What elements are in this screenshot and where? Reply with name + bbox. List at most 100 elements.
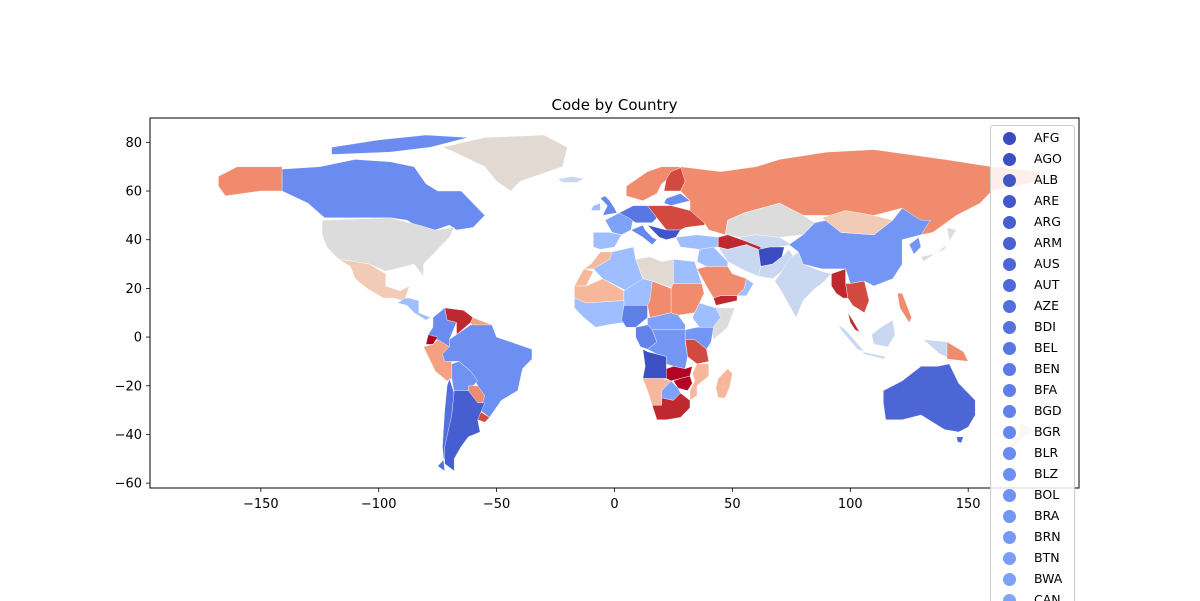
legend-item: BRA <box>991 506 1074 527</box>
region-myanmar <box>831 268 849 299</box>
legend-marker <box>1003 258 1016 271</box>
region-mongolia <box>821 210 894 236</box>
legend-label: BFA <box>1034 382 1058 397</box>
legend-item: CAN <box>991 590 1074 601</box>
region-tasmania <box>956 436 964 444</box>
legend-marker <box>1003 594 1016 601</box>
legend-label: BTN <box>1034 550 1060 565</box>
legend-marker <box>1003 237 1016 250</box>
legend-marker <box>1003 405 1016 418</box>
region-sumatra <box>837 324 866 353</box>
region-arctic-archipelago <box>331 134 469 155</box>
y-tick-label: 20 <box>125 282 142 297</box>
legend-item: BWA <box>991 569 1074 590</box>
region-japan <box>920 227 957 262</box>
region-alaska <box>218 166 283 197</box>
legend-item: BLZ <box>991 464 1074 485</box>
region-greenland <box>441 134 568 192</box>
x-tick-label: 150 <box>956 497 981 512</box>
region-java <box>861 351 887 360</box>
legend-label: AFG <box>1034 130 1060 145</box>
legend-item: ARG <box>991 212 1074 233</box>
legend-item: BGD <box>991 401 1074 422</box>
region-borneo <box>871 319 896 348</box>
legend-marker <box>1003 321 1016 334</box>
legend-label: ARE <box>1034 193 1060 208</box>
region-central-europe <box>618 205 658 223</box>
legend-item: ARM <box>991 233 1074 254</box>
legend-label: BGR <box>1034 424 1061 439</box>
region-australia <box>883 363 976 433</box>
region-nigeria <box>621 305 648 328</box>
legend-marker <box>1003 279 1016 292</box>
chart-title: Code by Country <box>552 96 678 114</box>
region-ireland <box>590 202 601 211</box>
legend-item: AZE <box>991 296 1074 317</box>
legend-label: BWA <box>1034 571 1063 586</box>
legend-marker <box>1003 300 1016 313</box>
x-axis: −150 −100 −50 0 50 100 150 <box>243 488 981 512</box>
region-oman <box>736 278 754 296</box>
region-pakistan <box>758 249 794 279</box>
legend-label: ARG <box>1034 214 1061 229</box>
legend-marker <box>1003 216 1016 229</box>
legend-marker <box>1003 384 1016 397</box>
region-philippines <box>897 293 912 323</box>
y-tick-label: 80 <box>125 136 142 151</box>
legend-marker <box>1003 363 1016 376</box>
legend-item: BLR <box>991 443 1074 464</box>
legend-item: AFG <box>991 128 1074 149</box>
region-mozambique <box>689 363 709 401</box>
region-italy <box>630 224 658 245</box>
legend-label: BLZ <box>1034 466 1059 481</box>
y-tick-label: 0 <box>134 331 142 346</box>
legend-label: ARM <box>1034 235 1063 250</box>
x-tick-label: 100 <box>838 497 863 512</box>
legend-label: AGO <box>1034 151 1062 166</box>
legend-item: BGR <box>991 422 1074 443</box>
x-tick-label: −100 <box>361 497 397 512</box>
legend-marker <box>1003 531 1016 544</box>
x-tick-label: 0 <box>610 497 618 512</box>
legend-item: BRN <box>991 527 1074 548</box>
legend-marker <box>1003 510 1016 523</box>
legend-marker <box>1003 447 1016 460</box>
region-ecuador <box>425 334 439 345</box>
region-uk <box>600 195 618 216</box>
legend-item: BEL <box>991 338 1074 359</box>
region-mexico <box>338 259 410 301</box>
region-tanzania <box>684 339 710 365</box>
region-baltics-belarus <box>663 193 691 206</box>
legend-marker <box>1003 342 1016 355</box>
region-malay-peninsula <box>847 312 861 333</box>
region-madagascar <box>715 368 733 399</box>
region-india <box>774 251 832 319</box>
legend-label: AUT <box>1034 277 1060 292</box>
x-tick-label: −150 <box>243 497 279 512</box>
legend-marker <box>1003 552 1016 565</box>
legend-marker <box>1003 153 1016 166</box>
region-south-africa <box>651 392 691 420</box>
y-tick-label: 60 <box>125 185 142 200</box>
legend-label: AZE <box>1034 298 1060 313</box>
legend-label: BLR <box>1034 445 1059 460</box>
y-tick-label: 40 <box>125 233 142 248</box>
y-tick-label: −20 <box>115 379 142 394</box>
legend-item: AUS <box>991 254 1074 275</box>
legend-label: BOL <box>1034 487 1060 502</box>
legend-label: CAN <box>1034 592 1061 601</box>
region-iberia <box>593 232 622 250</box>
legend-item: ALB <box>991 170 1074 191</box>
region-venezuela <box>444 307 474 336</box>
region-saudi-arabia <box>696 266 747 299</box>
region-png <box>946 341 969 362</box>
legend-label: BGD <box>1034 403 1062 418</box>
y-tick-label: −40 <box>115 428 142 443</box>
region-yemen <box>713 295 738 306</box>
legend-item: ARE <box>991 191 1074 212</box>
legend-label: BEL <box>1034 340 1058 355</box>
legend-label: BRA <box>1034 508 1060 523</box>
region-iceland <box>557 176 585 183</box>
x-tick-label: 50 <box>724 497 741 512</box>
legend-item: BOL <box>991 485 1074 506</box>
